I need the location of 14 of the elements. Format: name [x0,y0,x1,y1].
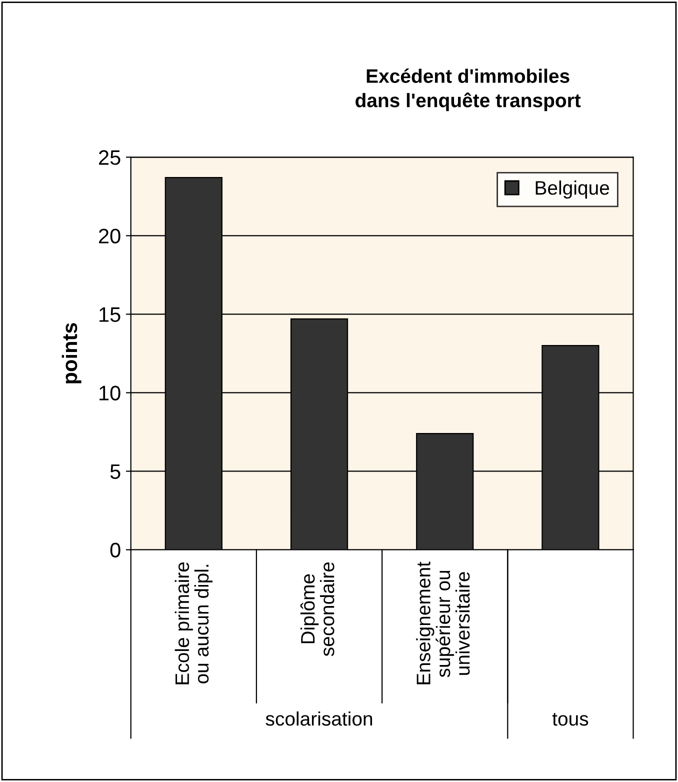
y-axis-title: points [62,323,82,384]
y-tick-label: 10 [100,386,120,400]
chart-title: Excédent d'immobiles dans l'enquête transport [356,68,581,112]
x-tick-label: Diplôme secondaire [300,562,334,656]
y-tick-label: 15 [100,307,120,322]
legend-label: Belgique [536,180,610,199]
x-tick-label: Ecole primaire ou aucun dipl. [174,562,212,684]
y-tick-label: 5 [110,464,120,479]
y-tick-label: 0 [110,542,120,558]
y-tick-label: 25 [99,150,120,165]
text: scolarisation [266,711,372,726]
y-tick-label: 20 [99,228,120,244]
x-tick-label: Enseignement supérieur ou universitaire [416,562,470,684]
text: tous [552,712,588,726]
